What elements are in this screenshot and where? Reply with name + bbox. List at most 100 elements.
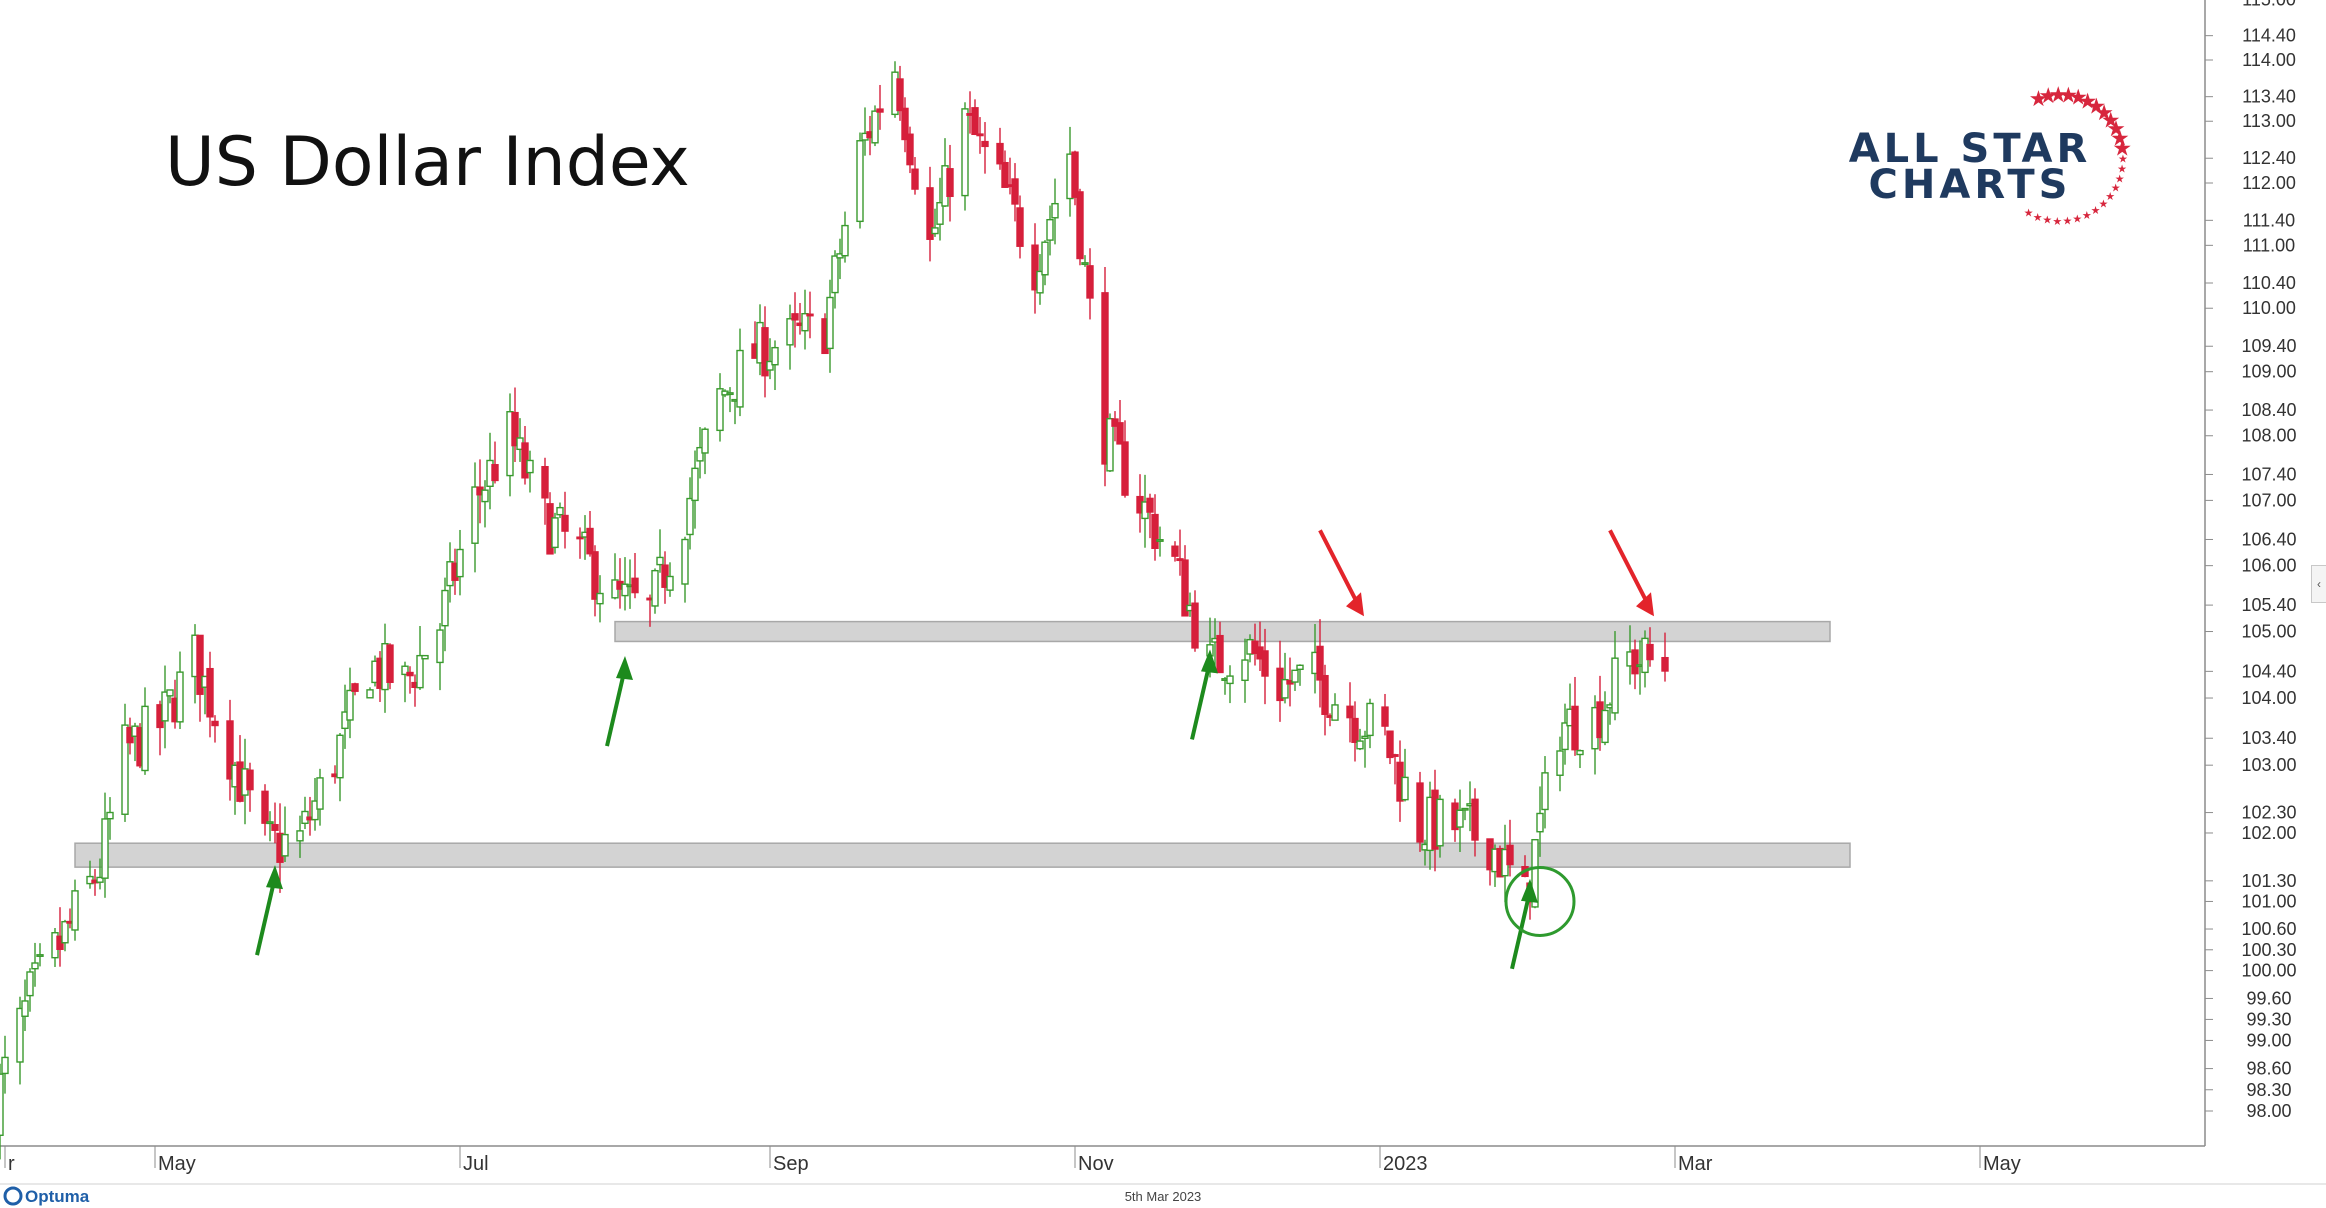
brand-star-icon: ★ <box>2115 172 2125 185</box>
candle-body <box>101 818 109 879</box>
candle-body <box>1046 218 1054 241</box>
y-tick-label: 104.00 <box>2241 688 2296 708</box>
candle-body <box>166 689 174 697</box>
footer-date: 5th Mar 2023 <box>1125 1189 1202 1204</box>
candle-body <box>841 224 849 257</box>
candle-body <box>61 920 69 944</box>
candle-body <box>981 140 989 148</box>
brand-star-icon: ★ <box>2091 204 2101 217</box>
candle-body <box>26 971 34 997</box>
candle-body <box>1611 657 1619 714</box>
brand-line-1: ALL STAR <box>1849 126 2092 172</box>
brand-star-icon: ★ <box>2099 198 2109 211</box>
green-up-arrow <box>255 876 277 956</box>
green-up-arrow <box>1190 660 1212 740</box>
candle-body <box>906 133 914 166</box>
candle-body <box>1071 151 1079 198</box>
candle-body <box>1156 539 1164 542</box>
candle-body <box>666 575 674 591</box>
candle-body <box>1241 659 1249 682</box>
brand-star-icon: ★ <box>2117 163 2127 176</box>
candle-body <box>1456 809 1464 828</box>
candle-body <box>651 569 659 607</box>
candle-body <box>71 890 79 931</box>
y-tick-label: 111.40 <box>2243 210 2295 230</box>
brand-star-icon: ★ <box>2024 207 2034 220</box>
candle-body <box>806 313 814 317</box>
brand-star-icon: ★ <box>2086 95 2106 120</box>
y-tick-label: 112.00 <box>2242 173 2296 193</box>
candle-body <box>441 589 449 627</box>
x-tick-label: Sep <box>773 1153 809 1175</box>
brand-star-icon: ★ <box>2072 213 2082 226</box>
candle-body <box>856 140 864 223</box>
candle-body <box>1416 782 1424 843</box>
y-tick-label: 99.30 <box>2246 1009 2291 1029</box>
candle-body <box>716 388 724 432</box>
annotations <box>255 529 1654 970</box>
green-up-arrowhead <box>1521 878 1538 903</box>
red-down-arrow <box>1318 529 1362 610</box>
candle-body <box>416 654 424 689</box>
x-tick-label: Mar <box>1678 1153 1713 1175</box>
candle-body <box>1291 669 1299 683</box>
candle-body <box>1316 645 1324 681</box>
candle-body <box>1036 270 1044 294</box>
brand-star-icon: ★ <box>2029 87 2049 112</box>
candle-body <box>386 644 394 683</box>
candle-body <box>561 514 569 532</box>
y-tick-label: 98.00 <box>2246 1101 2291 1121</box>
optuma-logo-icon <box>3 1186 23 1206</box>
candle-body <box>1346 705 1354 719</box>
candle-body <box>1016 207 1024 247</box>
y-tick-label: 111.00 <box>2243 235 2295 255</box>
y-tick-label: 105.40 <box>2241 595 2296 615</box>
brand-star-icon: ★ <box>2110 127 2130 152</box>
candle-body <box>1601 709 1609 744</box>
y-tick-label: 108.40 <box>2241 400 2296 420</box>
y-tick-label: 100.30 <box>2241 940 2296 960</box>
footer-brand: Optuma <box>25 1187 90 1206</box>
candle-body <box>1171 545 1179 557</box>
y-tick-label: 113.00 <box>2242 111 2296 131</box>
y-tick-label: 107.40 <box>2241 464 2296 484</box>
candle-body <box>1646 643 1654 661</box>
chart-title: US Dollar Index <box>165 123 690 202</box>
candle-body <box>586 527 594 555</box>
candle-body <box>1296 664 1304 671</box>
candle-body <box>736 349 744 408</box>
candle-body <box>1536 812 1544 833</box>
candle-body <box>0 1073 4 1136</box>
y-tick-label: 101.30 <box>2241 871 2296 891</box>
brand-star-icon: ★ <box>2094 101 2114 126</box>
green-up-arrowhead <box>616 656 633 681</box>
candle-body <box>1146 497 1154 513</box>
candle-body <box>631 577 639 594</box>
candle-body <box>691 467 699 502</box>
candle-body <box>1011 178 1019 205</box>
y-tick-label: 99.60 <box>2246 988 2291 1008</box>
candle-body <box>1216 634 1224 674</box>
collapse-panel-icon[interactable]: ‹ <box>2311 565 2326 603</box>
candle-body <box>351 683 359 692</box>
y-tick-label: 100.60 <box>2241 919 2296 939</box>
candle-body <box>1366 702 1374 737</box>
candle-body <box>1461 807 1469 811</box>
candle-body <box>311 800 319 821</box>
y-tick-label: 103.40 <box>2241 728 2296 748</box>
candle-body <box>801 313 809 332</box>
x-tick-label: Jul <box>463 1153 489 1175</box>
brand-star-icon: ★ <box>2042 214 2052 227</box>
candle-body <box>1151 513 1159 549</box>
y-tick-label: 108.00 <box>2241 426 2296 446</box>
candle-body <box>316 777 324 810</box>
y-tick-label: 103.00 <box>2241 755 2296 775</box>
candle-body <box>206 667 214 718</box>
candle-body <box>1261 650 1269 677</box>
candle-body <box>471 486 479 544</box>
candle-body <box>1386 730 1394 759</box>
zones <box>74 620 1851 868</box>
candle-body <box>511 411 519 447</box>
candle-body <box>1191 602 1199 649</box>
